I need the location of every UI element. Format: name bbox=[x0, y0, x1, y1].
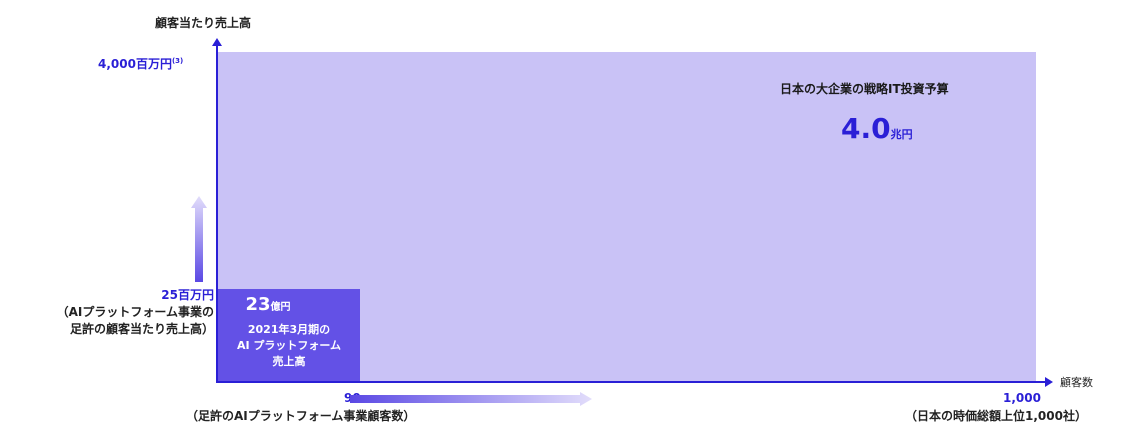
growth-arrow-up-icon bbox=[191, 196, 207, 282]
x-tick-1000-note: （日本の時価総額上位1,000社） bbox=[905, 409, 1087, 423]
ai-revenue-caption-line-1: 2021年3月期の bbox=[247, 323, 331, 336]
enterprise-budget-unit: 兆円 bbox=[890, 128, 913, 141]
ai-revenue-number: 23 bbox=[245, 294, 271, 315]
growth-arrow-right-icon bbox=[350, 392, 592, 406]
footnote-mark: (3) bbox=[171, 57, 184, 65]
y-axis bbox=[216, 44, 218, 383]
y-axis-arrowhead bbox=[212, 38, 222, 46]
ai-revenue-caption-line-2: AI プラットフォーム bbox=[236, 339, 342, 352]
enterprise-budget-title: 日本の大企業の戦略IT投資予算 bbox=[780, 82, 949, 96]
y-axis-label: 顧客当たり売上高 bbox=[155, 16, 252, 30]
y-tick-top-label: 4,000百万円 bbox=[98, 57, 172, 71]
y-tick-small-note-line-1: （AIプラットフォーム事業の bbox=[56, 305, 214, 319]
y-tick-small-note-line-2: 足許の顧客当たり売上高） bbox=[69, 322, 214, 336]
ai-revenue-value: 23億円 bbox=[218, 294, 318, 315]
y-tick-small-label: 25百万円 bbox=[161, 288, 214, 302]
y-tick-top: 4,000百万円(3) bbox=[98, 55, 183, 72]
enterprise-budget-value: 4.0兆円 bbox=[841, 112, 913, 145]
ai-revenue-caption: 2021年3月期の AI プラットフォーム 売上高 bbox=[218, 322, 360, 370]
x-axis-label: 顧客数 bbox=[1060, 376, 1093, 389]
ai-revenue-unit: 億円 bbox=[270, 302, 291, 313]
area-ai-platform-revenue bbox=[218, 289, 360, 382]
x-tick-90-note: （足許のAIプラットフォーム事業顧客数） bbox=[186, 409, 416, 423]
ai-revenue-caption-line-3: 売上高 bbox=[272, 355, 306, 368]
y-tick-small: 25百万円 （AIプラットフォーム事業の 足許の顧客当たり売上高） bbox=[0, 287, 214, 338]
x-axis bbox=[216, 381, 1046, 383]
enterprise-budget-number: 4.0 bbox=[841, 112, 891, 145]
x-axis-arrowhead bbox=[1045, 377, 1053, 387]
x-tick-1000: 1,000 bbox=[1003, 391, 1041, 405]
